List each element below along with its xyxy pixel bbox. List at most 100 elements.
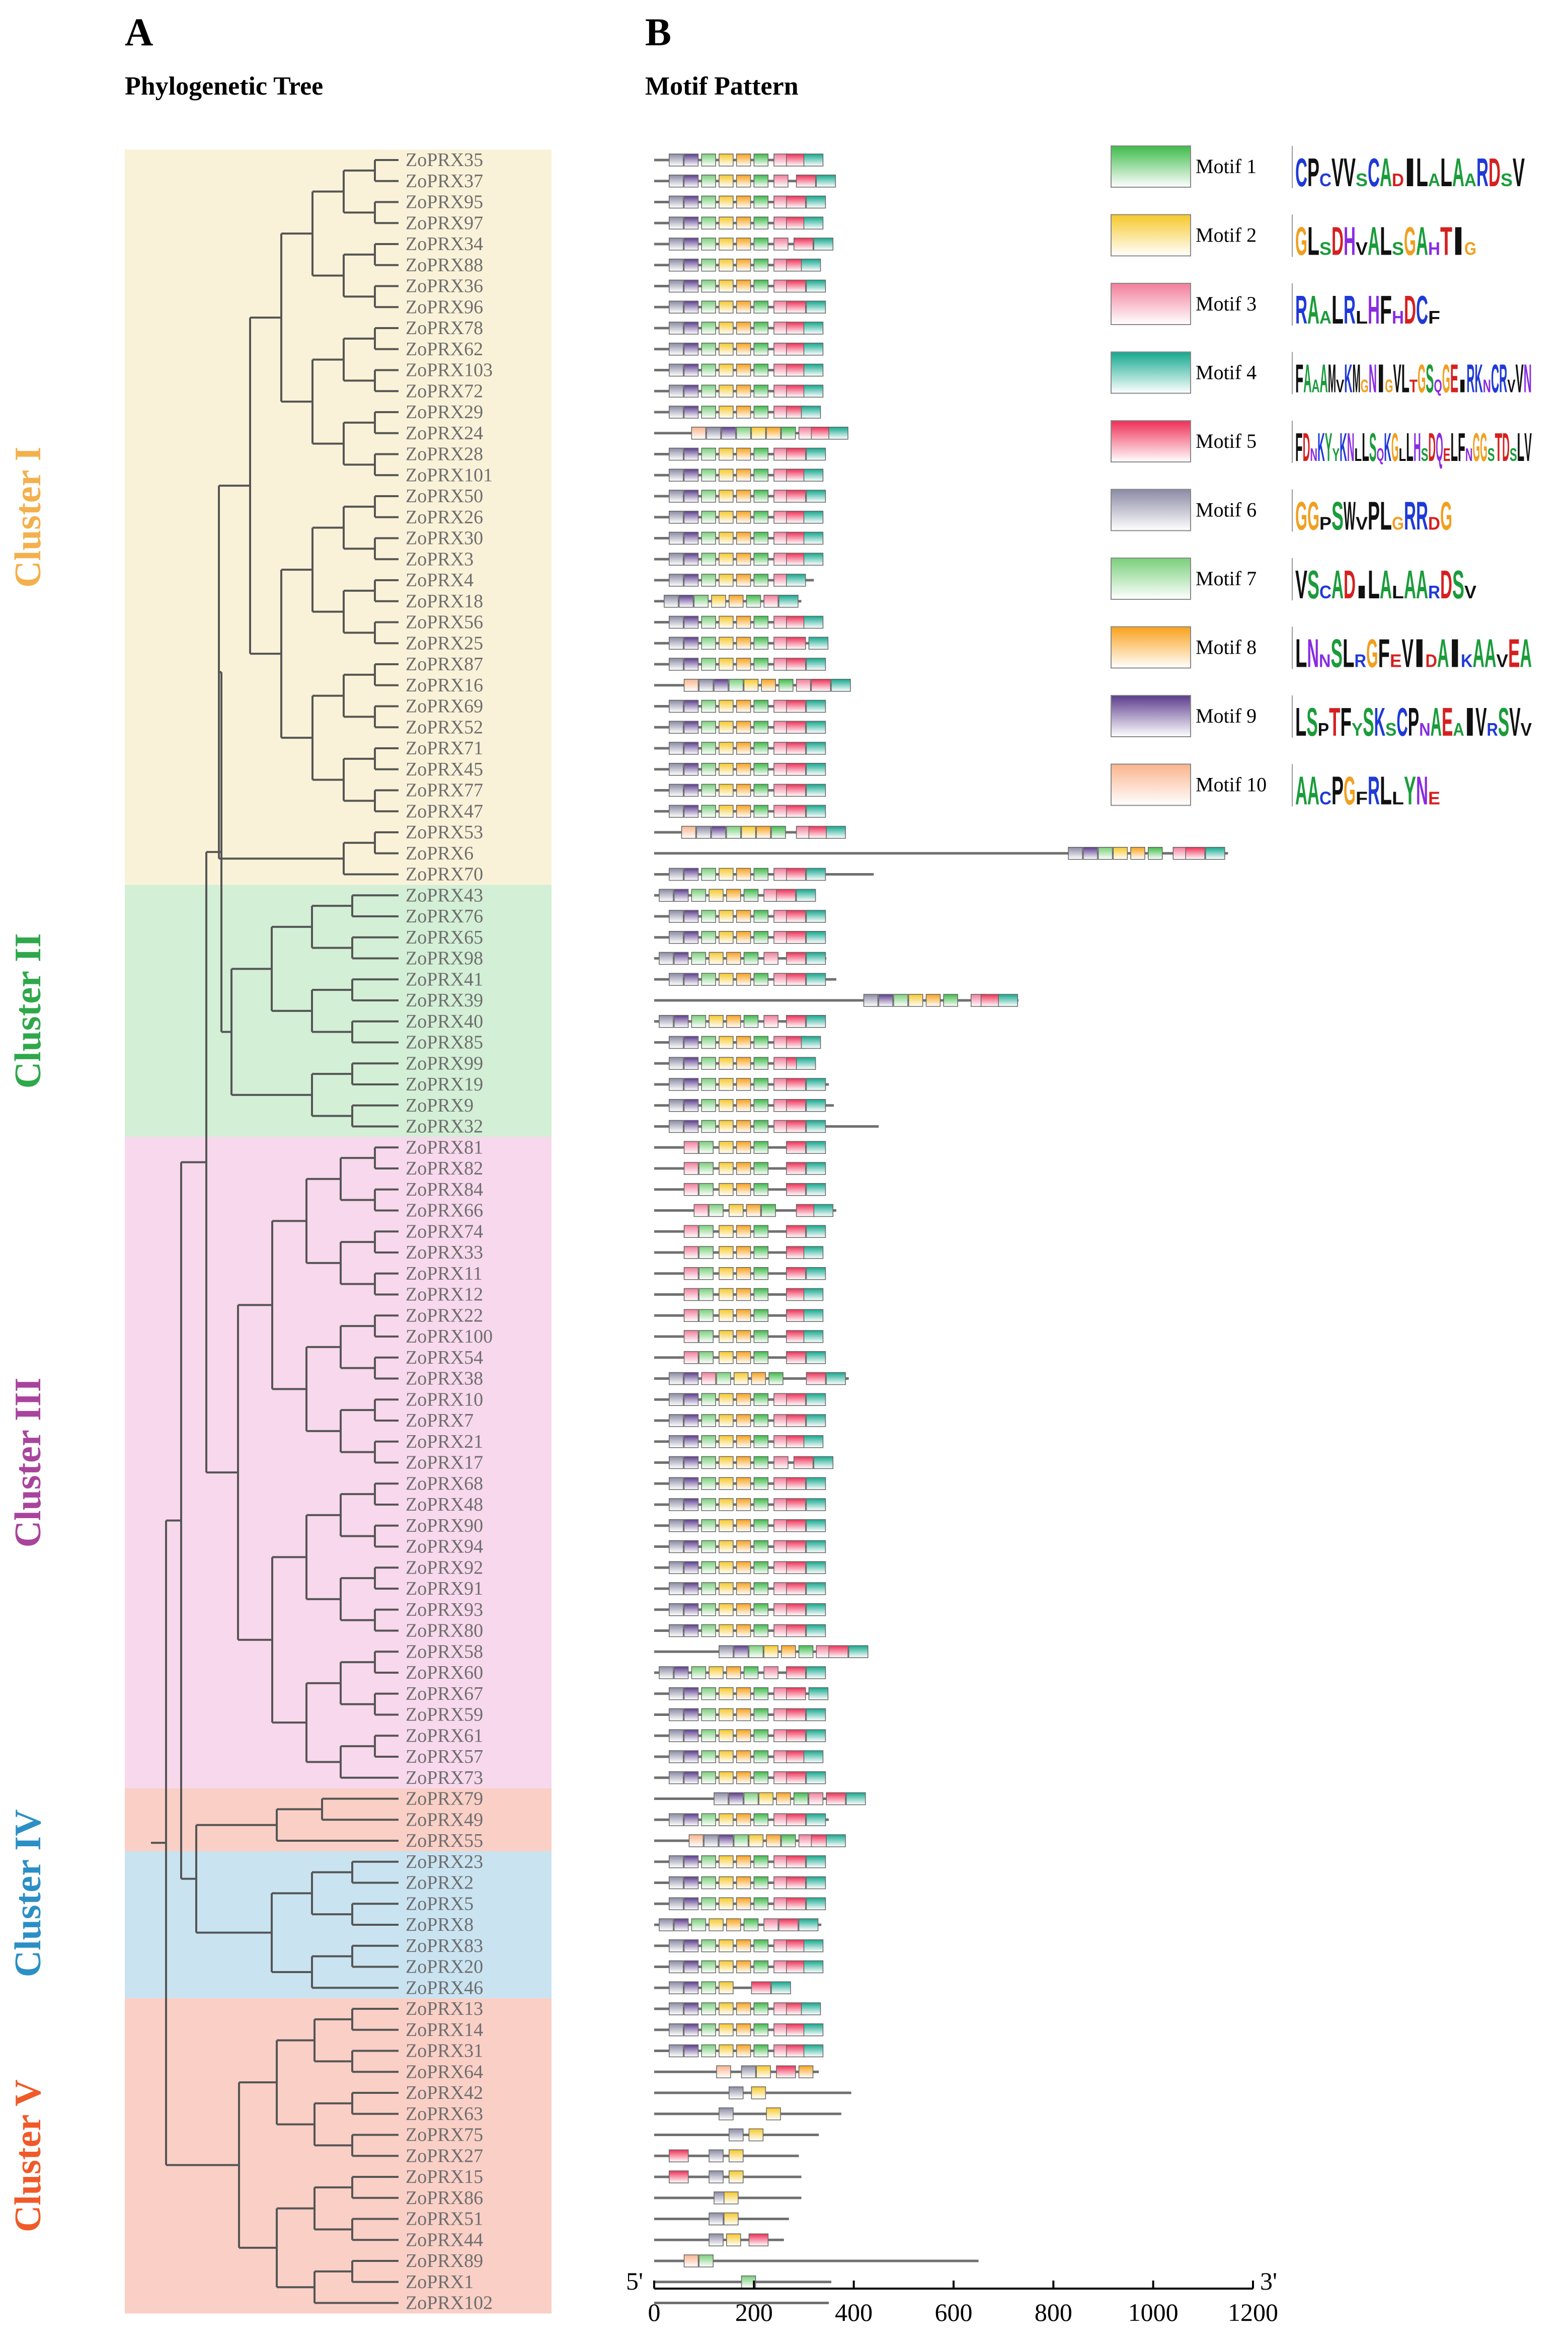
motif-box <box>753 637 769 650</box>
motif-box <box>719 406 734 419</box>
motif-box <box>773 574 789 587</box>
motif-box <box>683 1750 699 1763</box>
gene-label: ZoPRX59 <box>406 1704 483 1726</box>
motif-box <box>691 1918 707 1931</box>
motif-box <box>773 868 789 881</box>
gene-label: ZoPRX72 <box>406 380 483 402</box>
motif-box <box>786 1330 806 1343</box>
logo-letter: V <box>1507 376 1515 397</box>
motif-box <box>683 1561 699 1574</box>
motif-box <box>709 889 724 902</box>
motif-box <box>773 1603 789 1616</box>
motif-row <box>654 153 824 167</box>
motif-box <box>719 1708 734 1721</box>
motif-box <box>719 1981 734 1994</box>
logo-letter: L <box>1295 631 1307 676</box>
axis-tick-label: 800 <box>1035 2298 1072 2326</box>
motif-box <box>786 952 806 965</box>
gene-label: ZoPRX18 <box>406 591 483 612</box>
motif-box <box>771 1981 791 1994</box>
motif-box <box>736 1288 751 1301</box>
motif-box <box>726 1015 741 1028</box>
motif-box <box>669 175 684 188</box>
motif-box <box>773 931 789 944</box>
logo-letter: V <box>1513 150 1525 195</box>
gene-label: ZoPRX61 <box>406 1725 483 1746</box>
motif-box <box>753 721 769 734</box>
motif-box <box>701 216 716 229</box>
logo-letter: G <box>1366 631 1378 676</box>
logo-letter: V <box>1356 239 1368 259</box>
motif-row <box>654 1246 824 1259</box>
gene-label: ZoPRX90 <box>406 1515 483 1536</box>
motif-box <box>736 406 751 419</box>
logo-letter: S <box>1385 719 1396 740</box>
logo-letter: L <box>1401 356 1409 401</box>
logo-letter: D <box>1331 219 1344 264</box>
motif-row <box>654 952 827 965</box>
motif-box <box>773 742 789 755</box>
motif-box <box>683 1099 699 1112</box>
motif-box <box>773 1456 789 1469</box>
motif-box <box>781 1645 796 1658</box>
logo-letter: K <box>1340 425 1347 469</box>
gene-label: ZoPRX54 <box>406 1347 483 1368</box>
motif-row <box>654 2086 851 2099</box>
motif-box <box>736 973 751 986</box>
gene-label: ZoPRX68 <box>406 1473 483 1494</box>
motif-row <box>654 1078 829 1091</box>
logo-letter: A <box>1295 768 1307 813</box>
logo-letter: L <box>1368 562 1380 607</box>
logo-letter: K <box>1374 699 1385 744</box>
motif-box <box>701 1414 716 1427</box>
logo-letter: Q <box>1434 376 1442 397</box>
motif-box <box>753 384 769 398</box>
motif-box <box>753 1939 769 1952</box>
motif-row <box>654 1624 826 1637</box>
axis-tick-label: 0 <box>648 2298 661 2326</box>
motif-box <box>683 868 699 881</box>
motif-box <box>736 279 751 293</box>
cluster-label: Cluster III <box>8 1378 49 1548</box>
motif-box <box>736 1687 751 1700</box>
motif-box <box>701 553 716 566</box>
logo-letter: A <box>1484 631 1497 676</box>
gene-label: ZoPRX11 <box>406 1263 483 1284</box>
motif-box <box>736 343 751 356</box>
motif-box <box>696 826 712 839</box>
motif-box <box>719 1771 734 1784</box>
logo-letter: I <box>1464 699 1475 744</box>
motif-box <box>803 531 824 545</box>
motif-box <box>743 1015 759 1028</box>
legend-label: Motif 10 <box>1196 773 1267 796</box>
logo-letter: I <box>1458 376 1466 397</box>
motif-box <box>719 1267 734 1280</box>
motif-box <box>786 531 806 545</box>
motif-row <box>654 300 826 313</box>
logo-letter: N <box>1347 425 1355 469</box>
length-axis: 0 200 400 600 800 1000 1200 5' 3' <box>626 2267 1278 2326</box>
motif-box <box>786 1309 806 1322</box>
gene-label: ZoPRX15 <box>406 2166 483 2187</box>
logo-letter: A <box>1404 562 1416 607</box>
motif-box <box>786 1120 806 1133</box>
gene-label: ZoPRX49 <box>406 1809 483 1830</box>
motif-box <box>773 615 789 629</box>
motif-box <box>773 1624 789 1637</box>
logo-letter: D <box>1303 425 1310 469</box>
logo-letter: N <box>1483 376 1491 397</box>
motif-box <box>786 279 806 293</box>
gene-label: ZoPRX9 <box>406 1095 474 1116</box>
motif-box <box>701 721 716 734</box>
motif-box <box>943 994 958 1007</box>
motif-box <box>786 1708 806 1721</box>
gene-label: ZoPRX1 <box>406 2271 474 2293</box>
motif-box <box>753 1477 769 1490</box>
logo-letter: A <box>1320 356 1328 401</box>
logo-letter: V <box>1509 699 1520 744</box>
logo-letter: A <box>1437 631 1449 676</box>
motif-row <box>654 1183 826 1196</box>
motif-box <box>786 615 806 629</box>
motif-box <box>806 1099 826 1112</box>
motif-row <box>654 1099 834 1112</box>
